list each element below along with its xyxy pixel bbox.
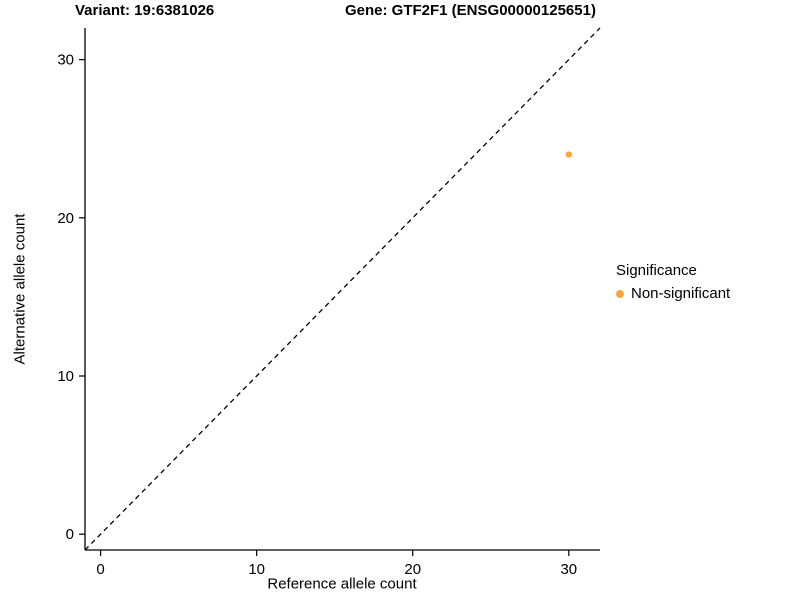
y-tick-label: 10 — [57, 368, 74, 385]
x-tick-label: 20 — [404, 561, 421, 578]
legend-point-icon — [616, 289, 624, 298]
y-tick-label: 30 — [57, 52, 74, 69]
plot-title-gene: Gene: GTF2F1 (ENSG00000125651) — [345, 2, 596, 19]
data-point — [565, 151, 572, 158]
x-tick-label: 0 — [96, 561, 104, 578]
y-axis-title: Alternative allele count — [11, 213, 29, 365]
identity-dashed-line — [84, 27, 601, 551]
x-tick-label: 10 — [248, 561, 265, 578]
legend-item-label: Non-significant — [631, 285, 731, 302]
x-tick-label: 30 — [560, 561, 577, 578]
y-tick-label: 20 — [57, 210, 74, 227]
legend: Significance Non-significant — [616, 262, 730, 302]
legend-title: Significance — [616, 262, 697, 279]
x-axis-title: Reference allele count — [267, 575, 417, 593]
plot-title-variant: Variant: 19:6381026 — [75, 2, 215, 19]
legend-item: Non-significant — [616, 285, 730, 302]
y-tick-label: 0 — [66, 526, 74, 543]
